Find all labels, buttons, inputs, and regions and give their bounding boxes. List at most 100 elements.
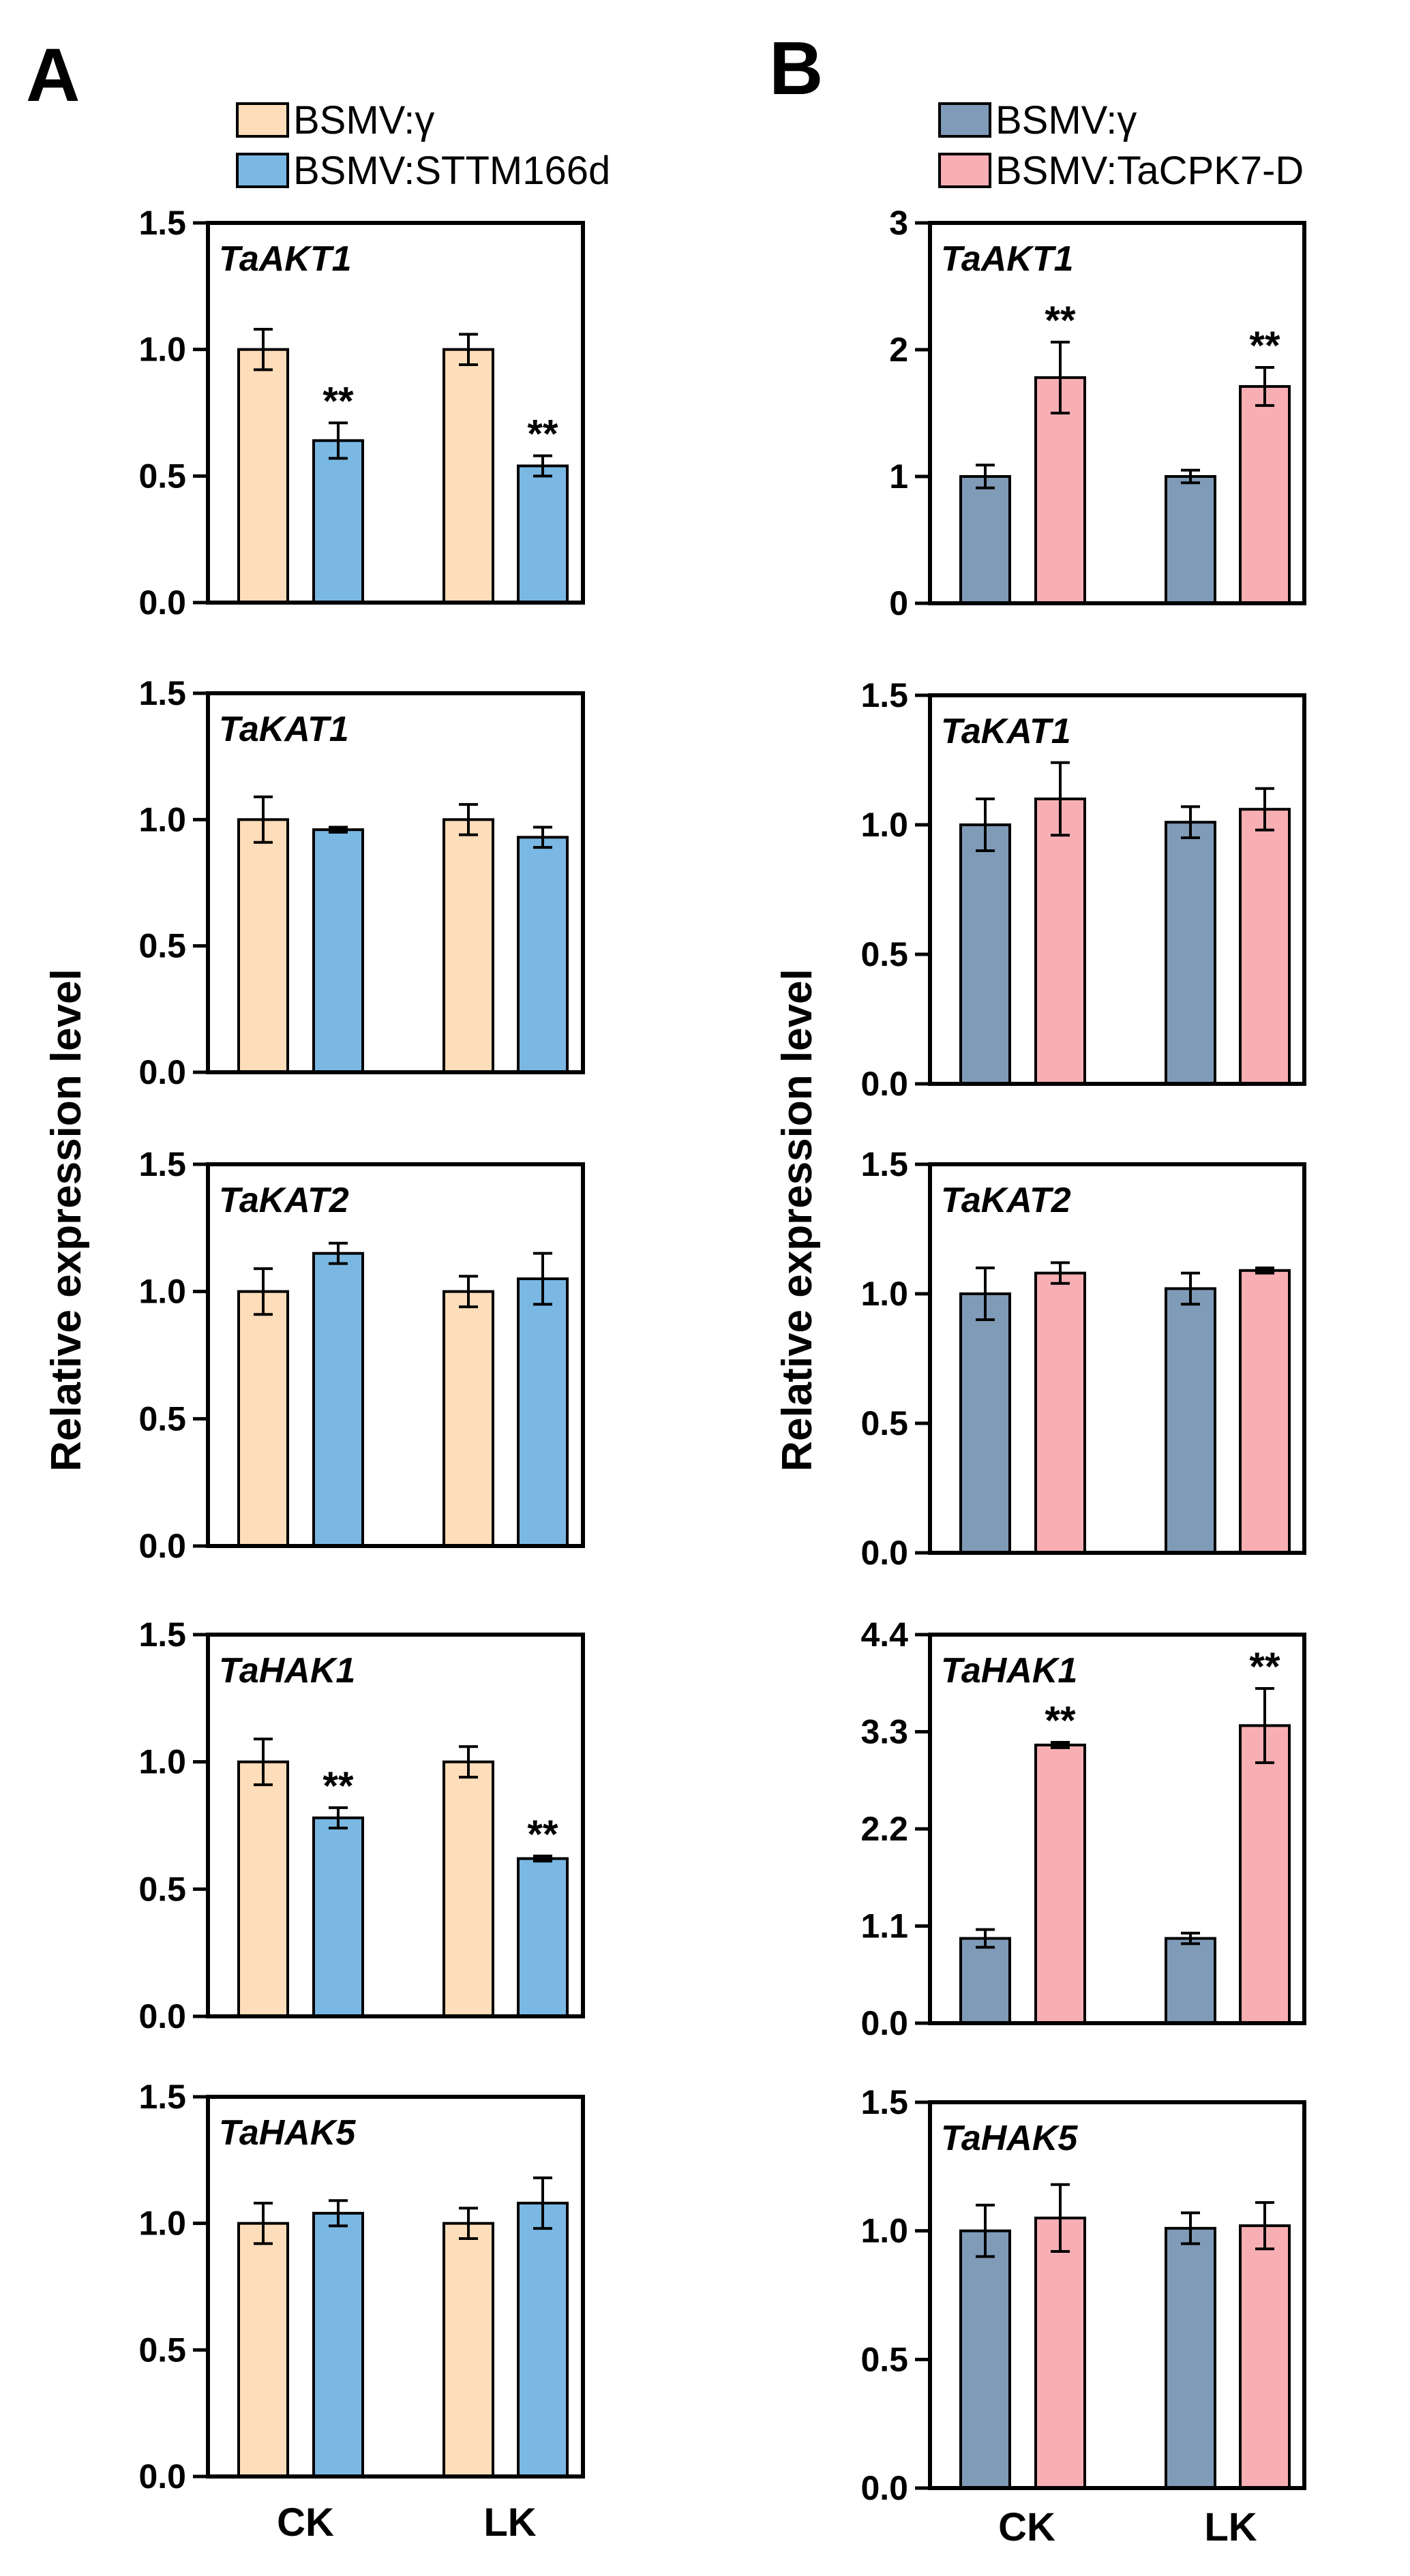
plot-frame-a-tahak1: [206, 1633, 585, 2018]
chart-a-taakt1: 0.0 0.5 1.0 1.5 ** ** TaAKT1: [138, 204, 585, 622]
y-tick-label-a-tahak1: 0.5: [138, 1870, 186, 1908]
y-tick-label-a-takat1: 1.0: [138, 800, 186, 838]
y-tick-label-a-takat2: 0.0: [138, 1527, 186, 1565]
gene-label-a-taakt1: TaAKT1: [219, 239, 352, 279]
y-tick-label-b-takat2: 1.0: [860, 1275, 908, 1313]
bar-b-tahak5-lk-s0: [1165, 2226, 1216, 2489]
bar-b-takat2-lk-s0: [1165, 1287, 1216, 1555]
plot-frame-b-taakt1: [928, 221, 1306, 605]
y-tick-label-b-tahak1: 1.1: [860, 1907, 908, 1945]
bar-b-taakt1-lk-s0: [1165, 475, 1216, 605]
bar-a-takat2-ck-s0: [237, 1290, 289, 1547]
bar-b-takat1-lk-s1: [1239, 808, 1291, 1085]
gene-label-a-tahak1: TaHAK1: [219, 1651, 355, 1691]
panel-a-y-axis-title: Relative expression level: [43, 969, 90, 1472]
significance-mark-a-taakt1: **: [322, 379, 354, 423]
bar-a-takat1-lk-s1: [517, 836, 569, 1074]
significance-mark-a-tahak1: **: [527, 1813, 558, 1857]
legend-a-control-swatch: [236, 102, 289, 138]
panel-b-letter: B: [769, 27, 823, 110]
significance-mark-b-tahak1: **: [1045, 1699, 1076, 1743]
bar-a-tahak5-ck-s0: [237, 2222, 289, 2479]
y-tick-label-b-takat1: 1.5: [860, 676, 908, 714]
bar-b-tahak5-ck-s0: [959, 2229, 1011, 2490]
bar-b-tahak1-lk-s0: [1165, 1937, 1216, 2025]
legend-a-treatment-label: BSMV:STTM166d: [293, 149, 610, 193]
y-tick-label-a-takat1: 0.5: [138, 927, 186, 965]
y-tick-label-b-taakt1: 3: [889, 204, 908, 242]
y-tick-label-a-tahak5: 0.0: [138, 2457, 186, 2496]
y-tick-label-b-tahak5: 0.5: [860, 2340, 908, 2378]
plot-frame-b-tahak5: [928, 2100, 1306, 2490]
gene-label-b-taakt1: TaAKT1: [941, 239, 1074, 279]
bar-a-taakt1-ck-s1: [312, 439, 364, 605]
x-label-b-lk: LK: [1204, 2505, 1257, 2549]
significance-mark-b-taakt1: **: [1045, 299, 1076, 343]
chart-a-tahak1: 0.0 0.5 1.0 1.5 ** ** TaHAK1: [138, 1616, 585, 2035]
bar-a-tahak1-lk-s0: [442, 1760, 494, 2018]
bar-b-takat1-ck-s1: [1034, 798, 1086, 1085]
bar-b-takat1-lk-s0: [1165, 821, 1216, 1085]
bar-a-tahak5-ck-s1: [312, 2211, 364, 2478]
chart-b-tahak5: 0.0 0.5 1.0 1.5 TaHAK5: [860, 2083, 1306, 2507]
bar-a-takat2-lk-s0: [442, 1290, 494, 1547]
y-tick-label-b-takat1: 0.0: [860, 1065, 908, 1103]
bar-a-taakt1-lk-s1: [517, 464, 569, 604]
gene-label-b-takat1: TaKAT1: [941, 712, 1071, 751]
chart-a-tahak5: 0.0 0.5 1.0 1.5 TaHAK5: [138, 2078, 585, 2496]
gene-label-a-takat2: TaKAT2: [219, 1181, 349, 1220]
gene-label-b-tahak1: TaHAK1: [941, 1651, 1077, 1691]
chart-b-takat1: 0.0 0.5 1.0 1.5 TaKAT1: [860, 676, 1306, 1103]
chart-b-takat2: 0.0 0.5 1.0 1.5 TaKAT2: [860, 1145, 1306, 1572]
y-tick-label-a-taakt1: 1.5: [138, 204, 186, 242]
bar-b-tahak1-ck-s1: [1034, 1743, 1086, 2025]
y-tick-label-a-tahak1: 0.0: [138, 1997, 186, 2035]
y-tick-label-b-takat2: 1.5: [860, 1145, 908, 1183]
significance-mark-b-tahak1: **: [1249, 1645, 1280, 1689]
y-tick-label-b-takat2: 0.0: [860, 1534, 908, 1572]
bar-a-takat2-ck-s1: [312, 1252, 364, 1547]
legend-b-control-label: BSMV:γ: [995, 98, 1137, 142]
bar-a-taakt1-ck-s0: [237, 348, 289, 605]
y-tick-label-b-taakt1: 0: [889, 584, 908, 622]
y-tick-label-a-takat1: 0.0: [138, 1053, 186, 1091]
legend-b-treatment-label: BSMV:TaCPK7-D: [995, 149, 1304, 193]
y-tick-label-a-tahak5: 1.5: [138, 2078, 186, 2116]
y-tick-label-b-taakt1: 1: [889, 457, 908, 496]
y-tick-label-a-takat2: 1.0: [138, 1273, 186, 1311]
bar-a-tahak1-ck-s0: [237, 1760, 289, 2018]
y-tick-label-a-takat2: 1.5: [138, 1145, 186, 1183]
legend-a-treatment-swatch: [236, 153, 289, 188]
y-tick-label-a-taakt1: 0.0: [138, 584, 186, 622]
y-tick-label-a-tahak5: 1.0: [138, 2204, 186, 2243]
bar-a-takat1-ck-s1: [312, 828, 364, 1074]
bar-b-takat2-ck-s1: [1034, 1271, 1086, 1554]
significance-mark-a-taakt1: **: [527, 412, 558, 457]
plot-frame-a-taakt1: [206, 221, 585, 605]
significance-mark-a-tahak1: **: [322, 1764, 354, 1808]
plot-frame-b-takat1: [928, 693, 1306, 1086]
y-tick-label-b-takat1: 1.0: [860, 806, 908, 844]
y-tick-label-a-takat2: 0.5: [138, 1399, 186, 1438]
chart-a-takat2: 0.0 0.5 1.0 1.5 TaKAT2: [138, 1145, 585, 1565]
bar-a-takat1-lk-s0: [442, 818, 494, 1074]
y-tick-label-a-taakt1: 1.0: [138, 331, 186, 369]
y-tick-label-b-tahak1: 4.4: [860, 1616, 908, 1654]
x-label-b-ck: CK: [998, 2505, 1055, 2549]
bar-a-tahak1-ck-s1: [312, 1816, 364, 2018]
y-tick-label-b-tahak1: 3.3: [860, 1713, 908, 1751]
plot-frame-a-takat2: [206, 1162, 585, 1548]
y-tick-label-b-tahak5: 1.5: [860, 2083, 908, 2121]
bar-a-tahak5-lk-s0: [442, 2222, 494, 2479]
y-tick-label-b-tahak1: 2.2: [860, 1810, 908, 1848]
gene-label-b-takat2: TaKAT2: [941, 1181, 1071, 1220]
bar-a-takat1-ck-s0: [237, 818, 289, 1074]
charts-layer: 0.0 0.5 1.0 1.5 ** ** TaAKT1 0.0 0.5 1.0 1.5 TaKAT1…: [138, 204, 1306, 2507]
chart-b-tahak1: 0.0 1.1 2.2 3.3 4.4 ** ** TaHAK1: [860, 1616, 1306, 2042]
y-tick-label-b-takat2: 0.5: [860, 1404, 908, 1442]
bar-b-takat1-ck-s0: [959, 823, 1011, 1085]
y-tick-label-a-takat1: 1.5: [138, 674, 186, 712]
plot-frame-a-takat1: [206, 691, 585, 1074]
bar-a-tahak1-lk-s1: [517, 1857, 569, 2018]
